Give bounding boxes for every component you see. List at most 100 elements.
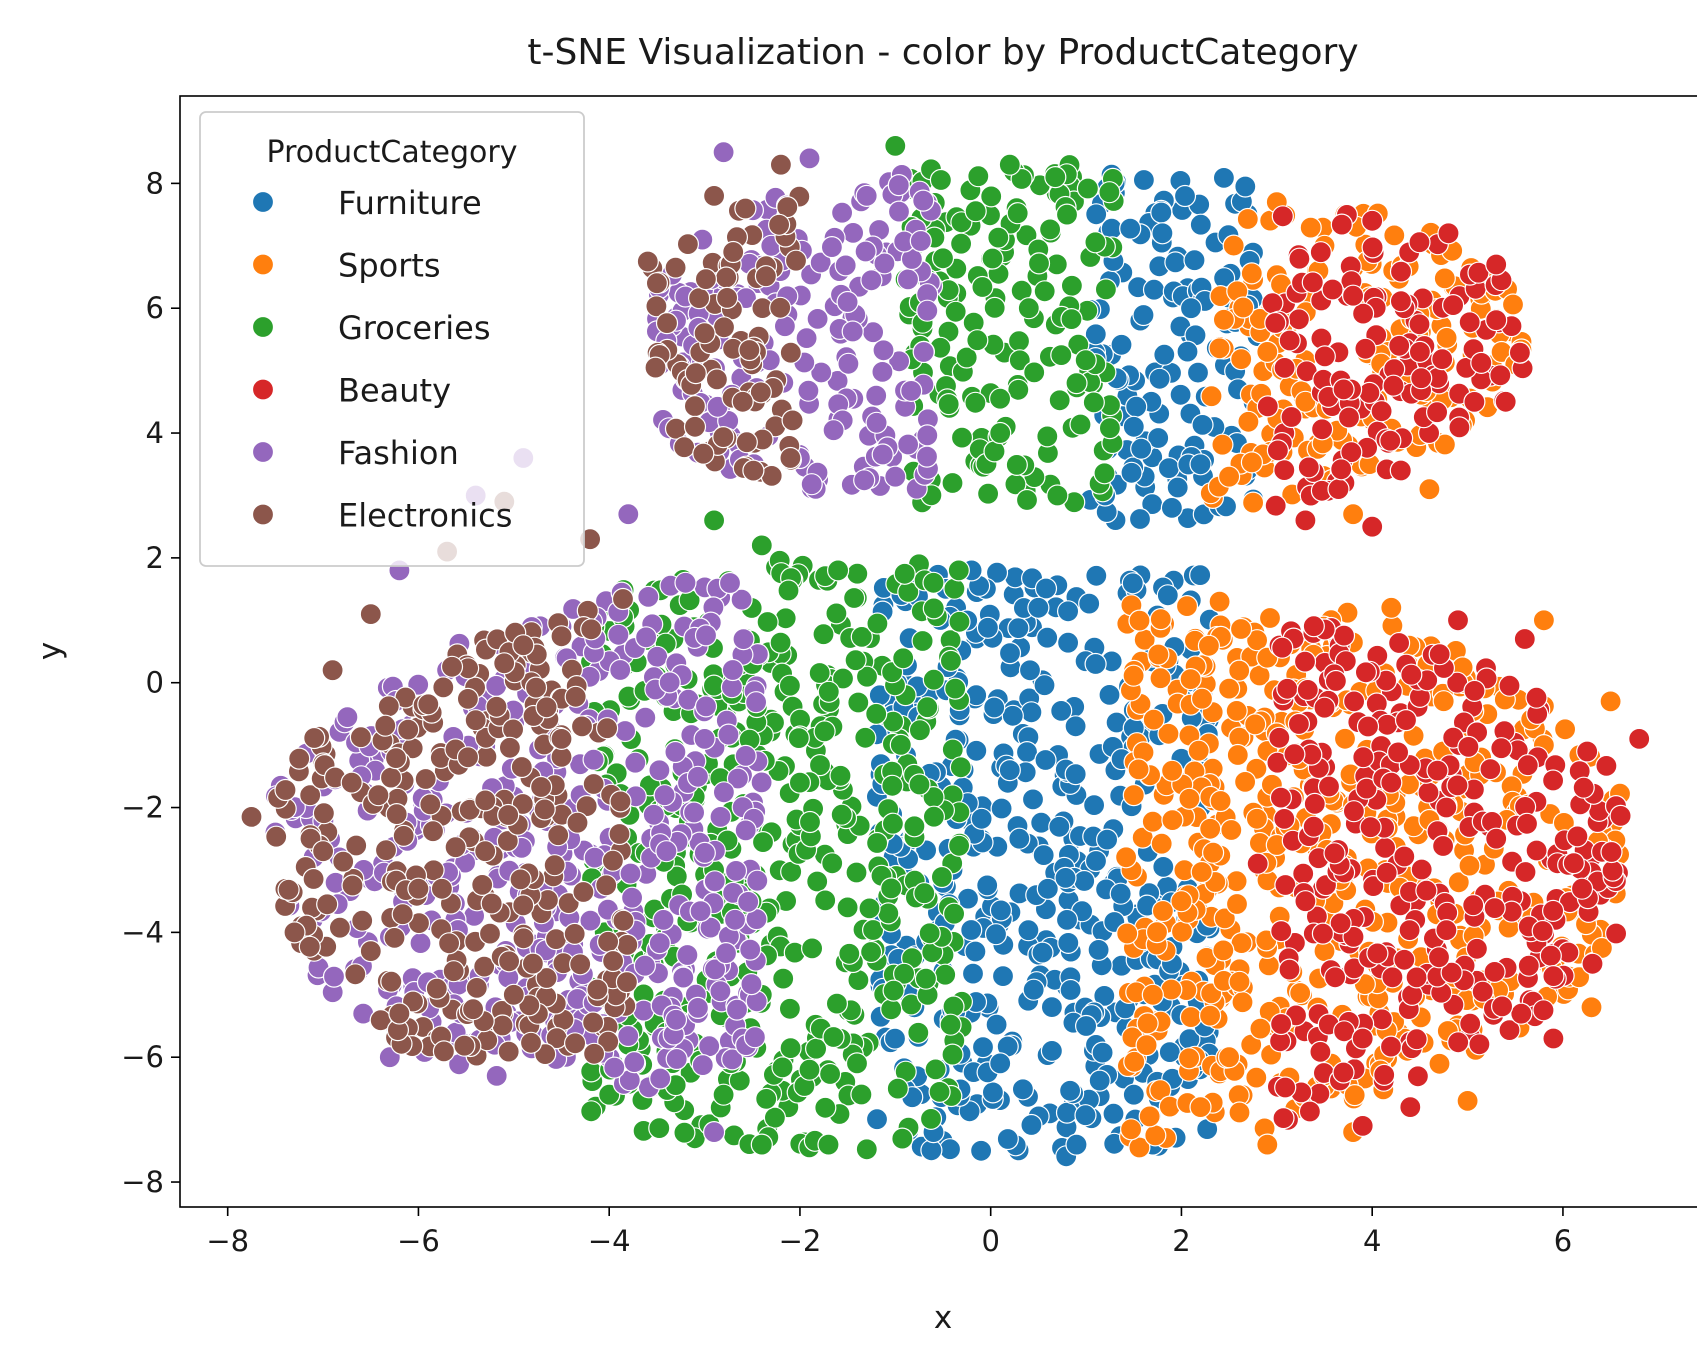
scatter-point bbox=[1027, 252, 1051, 275]
scatter-point bbox=[882, 979, 905, 1002]
scatter-point bbox=[1446, 774, 1469, 797]
scatter-point bbox=[976, 874, 999, 897]
scatter-point bbox=[861, 918, 885, 942]
scatter-point bbox=[550, 625, 573, 648]
scatter-point bbox=[750, 534, 773, 557]
scatter-point bbox=[798, 810, 822, 834]
scatter-point bbox=[664, 256, 687, 279]
scatter-point bbox=[949, 756, 972, 779]
scatter-point bbox=[1040, 1039, 1064, 1063]
scatter-point bbox=[1211, 433, 1234, 456]
scatter-point bbox=[1141, 983, 1164, 1006]
scatter-point bbox=[1128, 1136, 1151, 1159]
scatter-point bbox=[738, 338, 761, 362]
scatter-point bbox=[939, 649, 963, 673]
scatter-point bbox=[658, 671, 681, 694]
scatter-point bbox=[734, 197, 757, 220]
scatter-point bbox=[1164, 251, 1187, 274]
scatter-point bbox=[1288, 247, 1311, 270]
scatter-point bbox=[1121, 572, 1144, 595]
scatter-point bbox=[1065, 1133, 1088, 1156]
x-tick-label: −6 bbox=[397, 1224, 440, 1258]
scatter-point bbox=[812, 623, 835, 646]
scatter-point bbox=[609, 658, 632, 682]
scatter-point bbox=[774, 607, 797, 630]
scatter-point bbox=[1471, 980, 1494, 1003]
scatter-point bbox=[817, 1133, 840, 1156]
scatter-point bbox=[1158, 1040, 1181, 1064]
scatter-point bbox=[615, 970, 639, 994]
scatter-point bbox=[563, 922, 586, 946]
scatter-point bbox=[316, 893, 339, 916]
scatter-point bbox=[497, 803, 520, 827]
scatter-point bbox=[1057, 931, 1080, 955]
scatter-point bbox=[838, 942, 861, 965]
scatter-point bbox=[1389, 260, 1413, 283]
scatter-point bbox=[1301, 271, 1324, 294]
scatter-point bbox=[564, 685, 587, 708]
scatter-point bbox=[1317, 775, 1341, 798]
scatter-point bbox=[1007, 330, 1031, 353]
scatter-point bbox=[1330, 213, 1353, 236]
scatter-point bbox=[1008, 349, 1031, 372]
scatter-point bbox=[1229, 617, 1253, 641]
scatter-point bbox=[1017, 919, 1040, 942]
scatter-point bbox=[385, 802, 408, 826]
scatter-point bbox=[265, 825, 288, 848]
scatter-point bbox=[1426, 759, 1449, 782]
scatter-point bbox=[800, 473, 823, 496]
scatter-point bbox=[841, 221, 865, 244]
scatter-point bbox=[1236, 207, 1259, 231]
scatter-point bbox=[533, 798, 556, 821]
scatter-point bbox=[1572, 776, 1595, 799]
scatter-point bbox=[1490, 737, 1513, 760]
chart-title: t-SNE Visualization - color by ProductCa… bbox=[527, 32, 1358, 73]
scatter-point bbox=[1128, 609, 1151, 632]
scatter-point bbox=[1176, 340, 1199, 363]
scatter-point bbox=[384, 746, 408, 770]
scatter-point bbox=[1175, 594, 1199, 618]
scatter-point bbox=[1383, 224, 1406, 247]
scatter-point bbox=[432, 1040, 455, 1063]
scatter-point bbox=[1240, 262, 1263, 285]
scatter-point bbox=[1532, 999, 1555, 1022]
scatter-point bbox=[1135, 1033, 1158, 1057]
scatter-point bbox=[1055, 908, 1079, 932]
scatter-point bbox=[1059, 978, 1082, 1002]
scatter-point bbox=[1142, 278, 1166, 301]
scatter-point bbox=[1428, 1052, 1451, 1075]
legend-marker-electronics bbox=[251, 503, 275, 526]
scatter-point bbox=[1406, 1065, 1430, 1088]
scatter-point bbox=[825, 992, 849, 1015]
scatter-point bbox=[1417, 781, 1440, 804]
scatter-point bbox=[1513, 627, 1536, 651]
scatter-point bbox=[616, 933, 639, 957]
scatter-point bbox=[1040, 995, 1064, 1019]
scatter-point bbox=[1458, 854, 1481, 877]
scatter-point bbox=[1074, 1104, 1097, 1127]
scatter-point bbox=[818, 1062, 842, 1086]
scatter-point bbox=[1050, 699, 1073, 723]
scatter-point bbox=[379, 766, 403, 789]
scatter-point bbox=[419, 793, 442, 816]
scatter-point bbox=[1010, 167, 1033, 191]
scatter-point bbox=[1566, 825, 1589, 848]
scatter-point bbox=[1151, 222, 1174, 245]
scatter-point bbox=[1249, 1017, 1272, 1040]
scatter-point bbox=[1269, 786, 1293, 809]
scatter-point bbox=[1069, 413, 1092, 436]
scatter-point bbox=[969, 1139, 993, 1162]
scatter-point bbox=[1160, 496, 1184, 519]
scatter-point bbox=[1459, 1012, 1482, 1035]
scatter-point bbox=[1389, 290, 1413, 313]
scatter-point bbox=[883, 1027, 907, 1050]
scatter-point bbox=[989, 899, 1013, 922]
scatter-point bbox=[580, 1100, 603, 1123]
scatter-point bbox=[1220, 818, 1243, 842]
scatter-point bbox=[855, 665, 879, 688]
scatter-point bbox=[521, 952, 545, 975]
scatter-point bbox=[1274, 873, 1297, 897]
scatter-point bbox=[580, 618, 603, 641]
scatter-point bbox=[1341, 284, 1365, 307]
x-axis-label: x bbox=[934, 1300, 952, 1336]
